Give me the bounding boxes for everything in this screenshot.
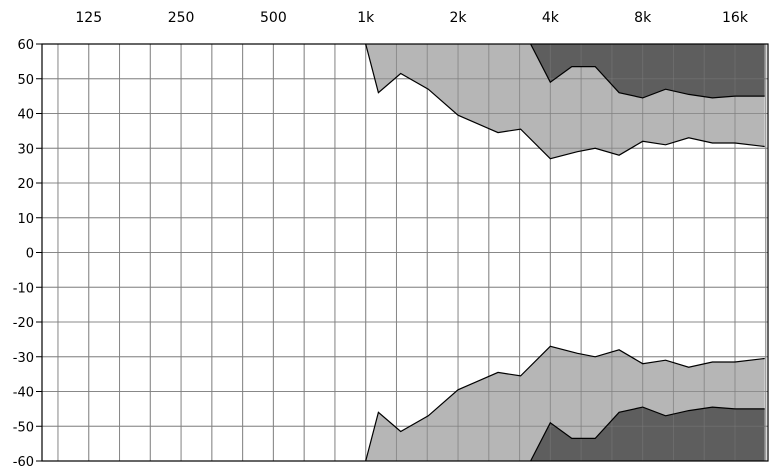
x-tick-label: 16k [722, 10, 749, 26]
dark-band-lower [530, 407, 765, 461]
x-tick-label: 1k [357, 10, 375, 26]
y-tick-label: -40 [13, 386, 34, 401]
dark-band-edge-upper [530, 44, 765, 99]
y-tick-label: 50 [17, 73, 34, 88]
y-tick-label: -20 [13, 316, 34, 331]
y-tick-label: -50 [13, 420, 34, 435]
y-tick-label: -60 [13, 455, 34, 470]
y-tick-label: 10 [17, 212, 34, 227]
x-tick-label: 125 [75, 10, 102, 26]
x-tick-label: 250 [168, 10, 195, 26]
y-tick-label: 60 [17, 38, 34, 53]
y-tick-label: -30 [13, 351, 34, 366]
light-band-edge-lower [365, 345, 765, 461]
y-tick-label: 40 [17, 108, 34, 123]
y-tick-label: -10 [13, 281, 34, 296]
y-tick-label: 0 [26, 247, 34, 262]
y-tick-label: 30 [17, 142, 34, 157]
x-tick-label: 4k [542, 10, 560, 26]
y-tick-label: 20 [17, 177, 34, 192]
x-tick-label: 500 [260, 10, 287, 26]
x-tick-label: 8k [634, 10, 652, 26]
data-bands [42, 44, 768, 461]
x-tick-label: 2k [450, 10, 468, 26]
dark-band-edge-lower [530, 406, 765, 461]
light-band-edge-upper [365, 44, 765, 160]
dark-band-upper [530, 44, 765, 98]
